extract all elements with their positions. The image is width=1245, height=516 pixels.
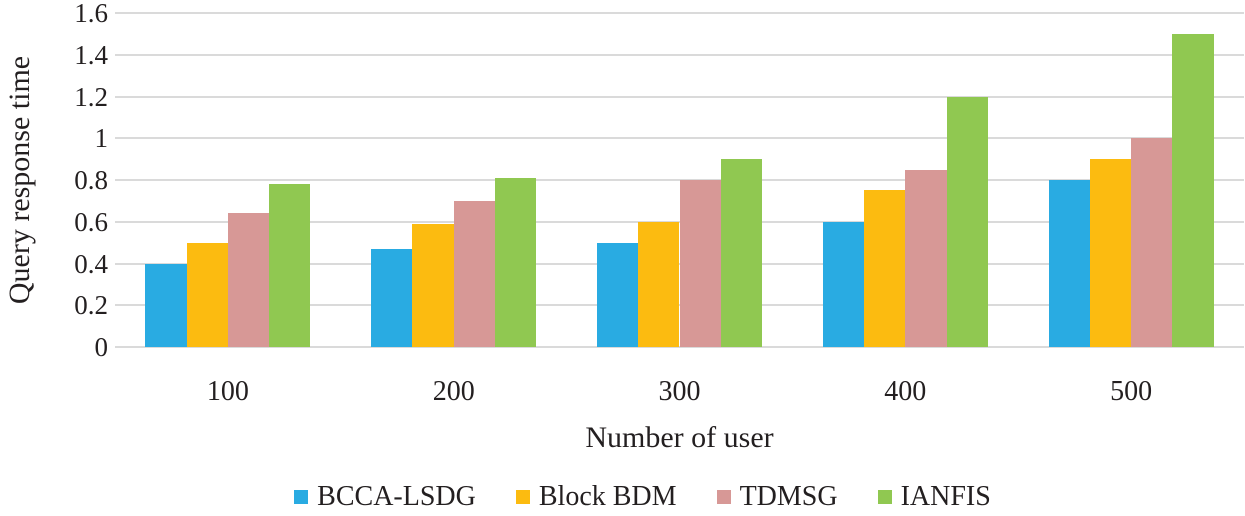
gridline-1.6 <box>115 12 1244 14</box>
bar-bcca-lsdg-300 <box>596 242 639 347</box>
legend-label-ianfis: IANFIS <box>900 481 991 512</box>
x-axis-title: Number of user <box>585 421 774 454</box>
bar-bcca-lsdg-200 <box>371 248 413 347</box>
x-tick-label-100: 100 <box>206 376 249 407</box>
gridline-1 <box>115 137 1244 139</box>
y-tick-label-1: 1 <box>94 123 109 154</box>
bar-block-bdm-100 <box>186 242 228 347</box>
y-axis-tick-labels: 0 0.2 0.4 0.6 0.8 1 1.2 1.4 1.6 <box>0 0 109 362</box>
bar-ianfis-200 <box>495 177 537 347</box>
bar-block-bdm-300 <box>638 221 680 347</box>
legend-item-ianfis: IANFIS <box>877 481 991 512</box>
bar-ianfis-100 <box>269 184 311 347</box>
bar-tdmsg-100 <box>227 213 270 347</box>
x-axis-tick-labels: 100 200 300 400 500 <box>115 377 1244 411</box>
legend-label-tdmsg: TDMSG <box>739 481 838 512</box>
bar-bcca-lsdg-400 <box>822 221 864 347</box>
legend-label-block-bdm: Block BDM <box>538 481 677 512</box>
bar-tdmsg-400 <box>905 169 947 347</box>
y-tick-label-0: 0 <box>94 332 109 362</box>
y-tick-label-1.6: 1.6 <box>74 0 108 28</box>
legend-label-bcca-lsdg: BCCA-LSDG <box>317 481 476 512</box>
y-tick-label-0.2: 0.2 <box>74 290 108 321</box>
y-tick-label-1.2: 1.2 <box>74 81 108 112</box>
gridline-1.2 <box>115 96 1244 98</box>
bar-block-bdm-200 <box>412 223 454 347</box>
legend-item-block-bdm: Block BDM <box>515 481 677 512</box>
plot-area <box>115 12 1244 348</box>
bar-ianfis-300 <box>720 159 763 347</box>
bar-bcca-lsdg-100 <box>145 263 187 347</box>
y-tick-label-0.8: 0.8 <box>74 165 108 195</box>
bar-ianfis-400 <box>946 96 988 347</box>
legend-swatch-block-bdm <box>515 490 530 504</box>
y-tick-label-1.4: 1.4 <box>74 39 108 70</box>
x-tick-label-400: 400 <box>884 376 927 407</box>
x-tick-label-300: 300 <box>658 376 701 407</box>
x-tick-label-200: 200 <box>432 376 475 407</box>
bar-block-bdm-400 <box>864 190 906 347</box>
y-tick-label-0.4: 0.4 <box>74 248 108 279</box>
legend-swatch-tdmsg <box>716 490 731 504</box>
gridline-0 <box>115 346 1244 348</box>
bar-bcca-lsdg-500 <box>1048 180 1090 347</box>
legend-swatch-ianfis <box>877 490 892 504</box>
legend: BCCA-LSDG Block BDM TDMSG IANFIS <box>0 483 1245 511</box>
gridline-1.4 <box>115 54 1244 56</box>
legend-item-bcca-lsdg: BCCA-LSDG <box>294 483 476 511</box>
bar-tdmsg-200 <box>453 200 495 347</box>
x-tick-label-500: 500 <box>1110 376 1153 407</box>
bar-block-bdm-500 <box>1089 159 1132 347</box>
legend-item-tdmsg: TDMSG <box>716 481 838 512</box>
legend-swatch-bcca-lsdg <box>294 490 309 504</box>
bar-tdmsg-500 <box>1131 138 1173 347</box>
y-tick-label-0.6: 0.6 <box>74 206 108 237</box>
bar-ianfis-500 <box>1172 33 1214 347</box>
bar-tdmsg-300 <box>679 180 721 347</box>
